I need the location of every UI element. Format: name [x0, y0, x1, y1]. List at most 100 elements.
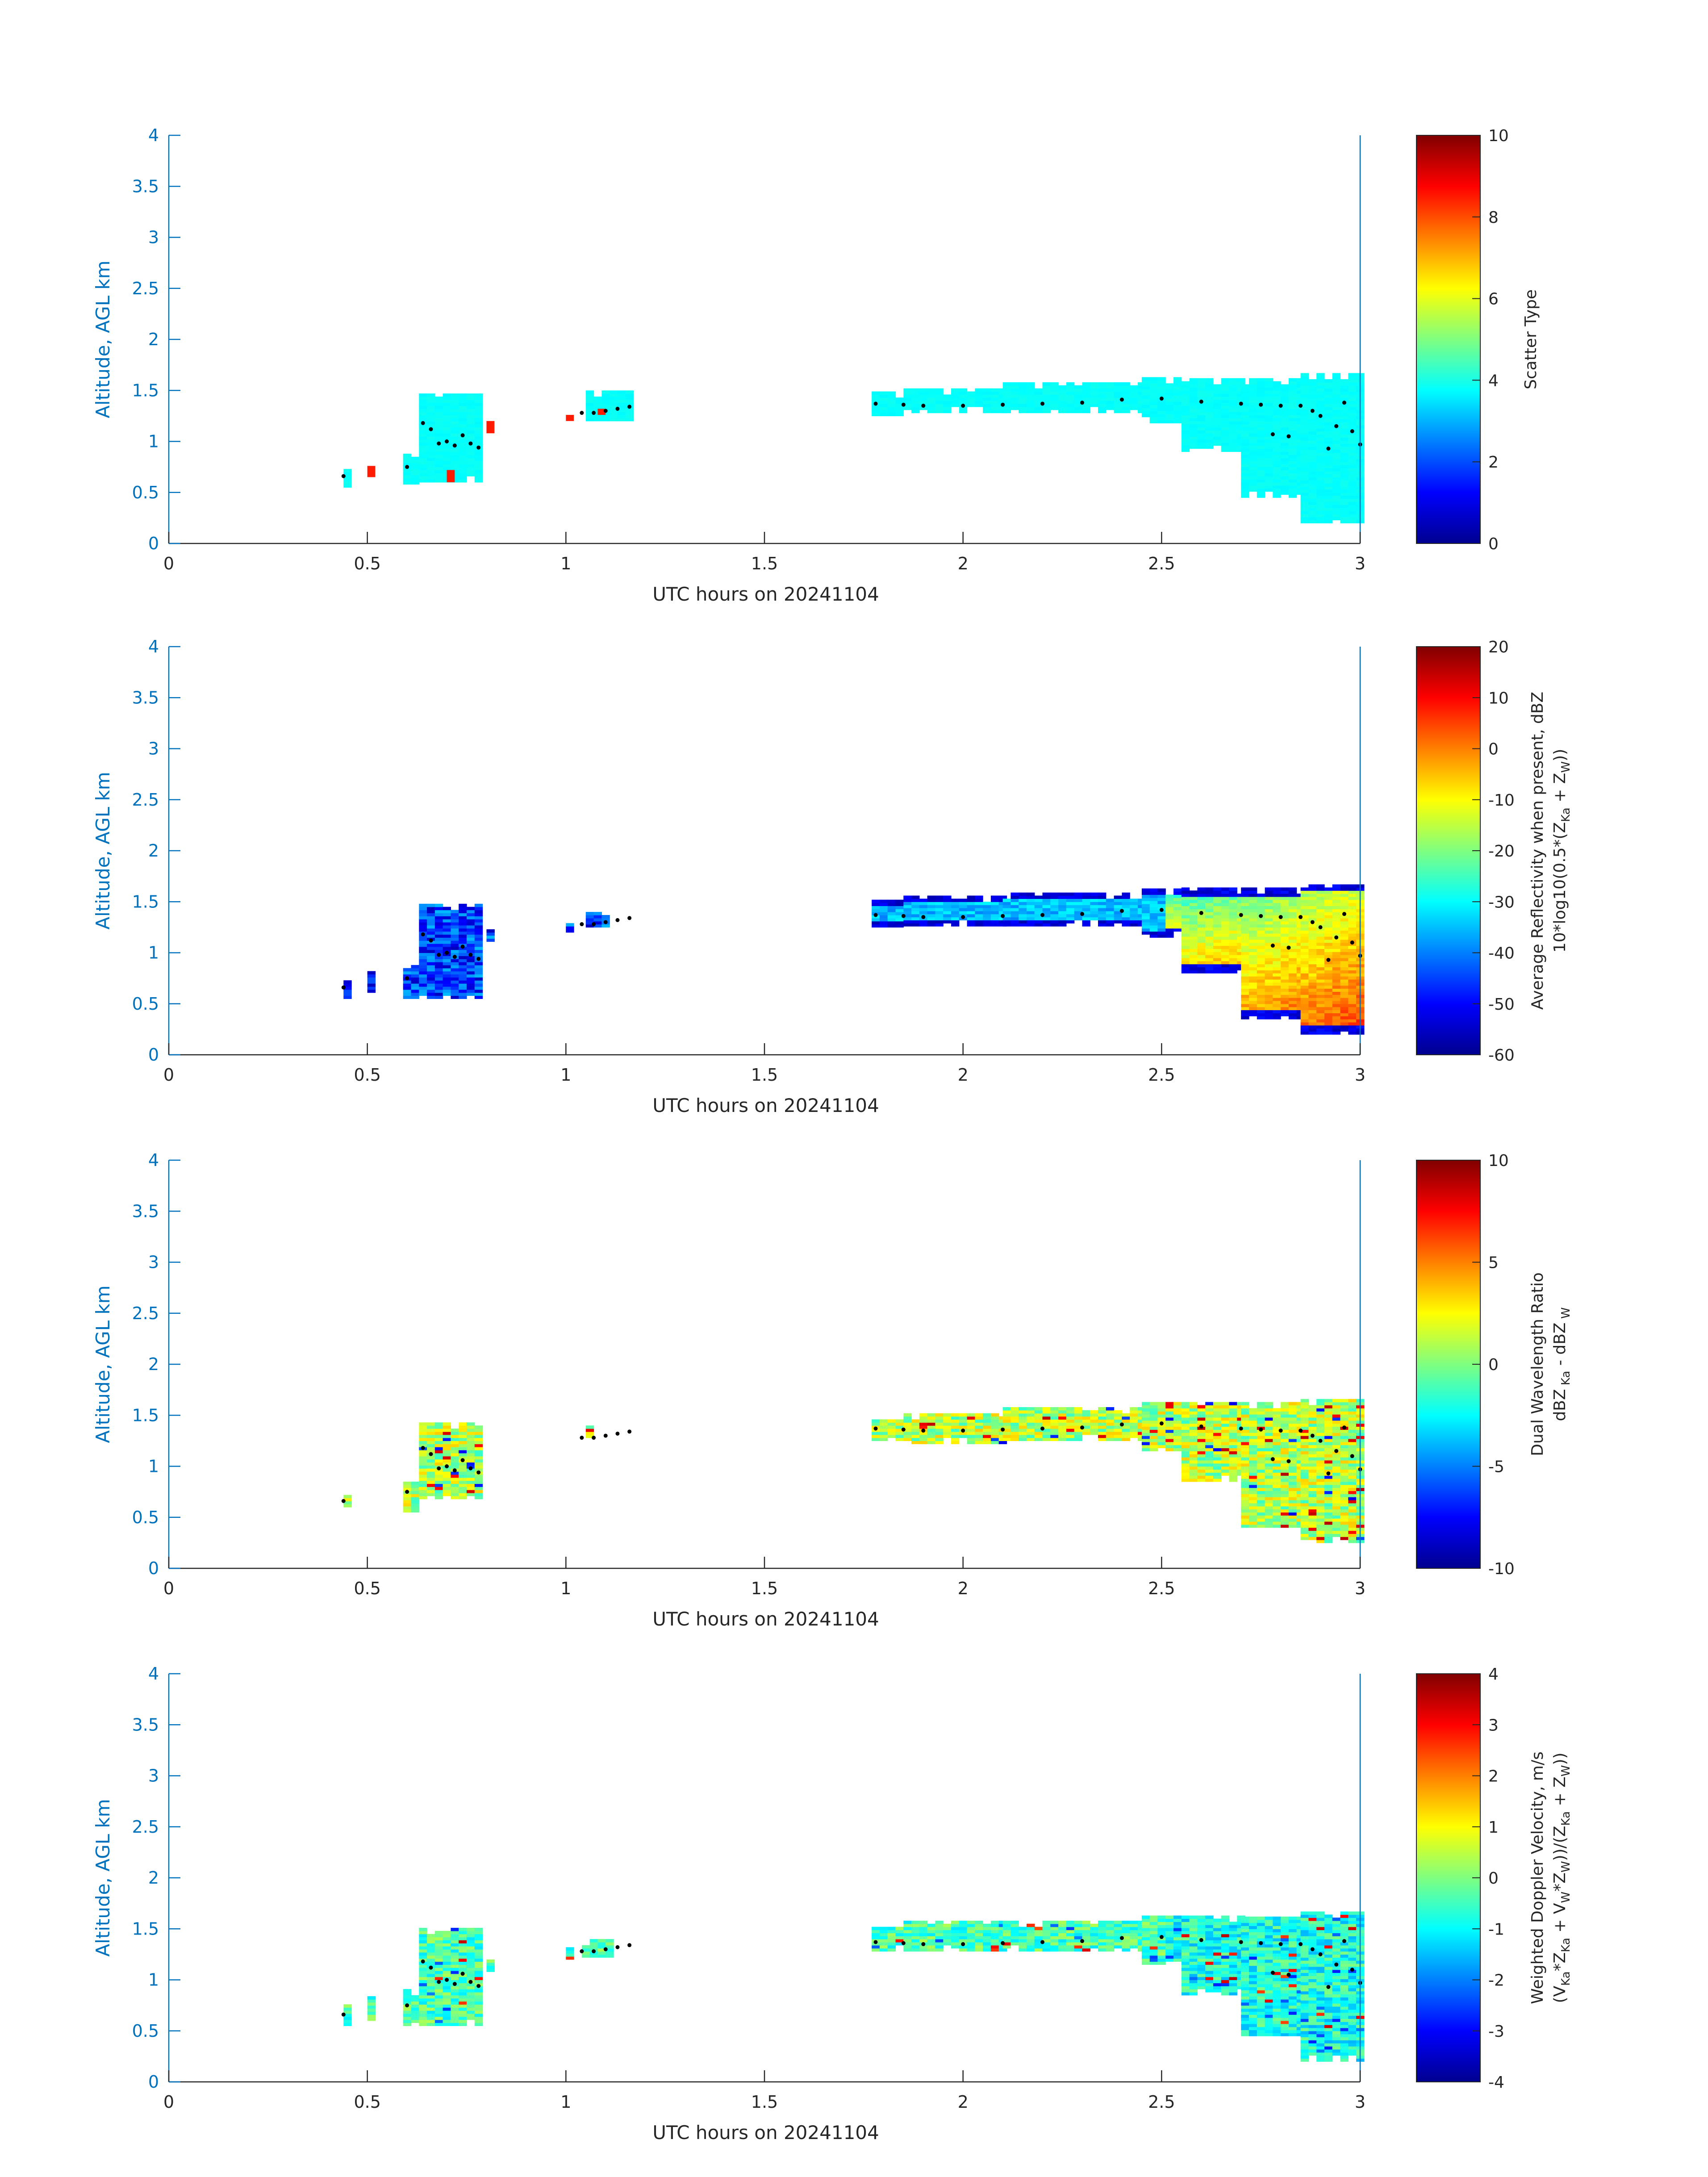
data-cell: [1316, 1463, 1325, 1467]
data-cell: [459, 1450, 467, 1454]
cloud-base-markers: [341, 908, 1362, 990]
data-cell: [467, 922, 475, 926]
data-cell: [474, 399, 483, 403]
data-cell: [1213, 887, 1222, 891]
data-cell: [1229, 393, 1237, 397]
data-cell: [1249, 1000, 1257, 1004]
data-cell: [474, 922, 483, 926]
data-cell: [419, 451, 427, 455]
data-cell: [1288, 890, 1297, 894]
y-tick-label: 2.5: [132, 279, 159, 298]
data-cell: [474, 433, 483, 437]
data-cell: [585, 1434, 594, 1438]
data-cell: [459, 402, 467, 406]
data-cell: [1257, 1435, 1265, 1439]
data-cell: [1034, 409, 1043, 414]
data-cell: [443, 436, 451, 440]
data-cell: [1106, 1429, 1115, 1432]
data-cell: [419, 1492, 427, 1496]
data-cell: [434, 460, 443, 464]
data-cell: [1265, 927, 1273, 931]
data-cell: [1229, 930, 1237, 934]
data-cell: [1027, 406, 1035, 410]
data-cell: [459, 458, 467, 461]
data-cell: [1324, 1506, 1333, 1510]
data-cell: [1273, 1000, 1281, 1004]
data-cell: [459, 418, 467, 422]
data-cell: [474, 470, 483, 473]
data-cell: [1273, 945, 1281, 949]
data-cell: [1332, 495, 1341, 499]
data-cell: [1197, 890, 1206, 894]
data-cell: [1229, 430, 1237, 434]
data-cell: [1308, 1463, 1317, 1467]
data-cell: [467, 946, 475, 950]
data-cell: [1340, 1518, 1349, 1522]
data-cell: [585, 409, 594, 412]
data-cell: [434, 922, 443, 926]
data-cell: [1340, 1530, 1349, 1534]
data-cell: [1149, 1438, 1158, 1442]
data-cell: [1324, 1019, 1333, 1023]
data-cell: [1257, 470, 1265, 473]
data-cell: [1257, 912, 1265, 915]
data-cell: [1281, 991, 1289, 995]
data-cell: [1106, 1416, 1115, 1420]
data-cell: [1173, 1433, 1182, 1436]
data-cell: [467, 439, 475, 443]
data-cell: [1308, 437, 1317, 441]
data-cell: [1189, 894, 1198, 897]
data-cell: [1229, 890, 1237, 894]
data-cell: [1281, 1466, 1289, 1470]
data-cell: [1090, 914, 1098, 918]
data-cell: [443, 968, 451, 972]
data-cell: [1288, 1469, 1297, 1473]
data-cell: [1114, 898, 1122, 902]
data-cell: [1257, 458, 1265, 461]
data-cell: [1050, 914, 1059, 918]
data-cell: [1316, 1518, 1325, 1522]
data-cell: [1221, 1429, 1230, 1433]
data-cell: [1273, 412, 1281, 415]
data-cell: [1042, 895, 1051, 899]
data-cell: [1181, 930, 1190, 934]
data-cell: [1181, 890, 1190, 894]
data-cell: [1189, 1426, 1198, 1430]
data-cell: [1122, 1434, 1130, 1438]
data-cell: [1257, 1402, 1265, 1405]
data-cell: [887, 401, 896, 404]
data-cell: [1324, 416, 1333, 419]
data-cell: [1281, 491, 1289, 495]
data-cell: [1173, 398, 1182, 402]
data-cell: [959, 409, 968, 414]
data-cell: [1229, 945, 1237, 949]
data-cell: [975, 401, 983, 404]
data-cell: [1066, 1437, 1075, 1441]
data-cell: [427, 464, 435, 468]
data-cell: [879, 918, 888, 922]
data-cell: [1288, 1000, 1297, 1004]
data-cell: [1300, 1399, 1309, 1403]
data-cell: [467, 1471, 475, 1475]
data-cell: [1019, 917, 1027, 920]
data-cell: [419, 418, 427, 422]
data-cell: [1332, 434, 1341, 438]
data-cell: [1011, 920, 1019, 923]
data-cell: [427, 393, 435, 397]
data-cell: [1265, 458, 1273, 461]
data-cell: [1082, 1429, 1090, 1432]
data-cell: [1288, 955, 1297, 958]
data-cell: [601, 397, 610, 400]
data-cell: [411, 974, 419, 978]
data-cell: [1316, 1491, 1325, 1494]
data-cell: [1066, 401, 1075, 404]
data-cell: [427, 1490, 435, 1493]
data-cell: [975, 1431, 983, 1435]
data-cell: [1273, 399, 1281, 403]
data-cell: [1288, 415, 1297, 418]
data-cell: [1114, 1416, 1122, 1420]
marker-point: [603, 409, 608, 413]
data-cell: [1002, 401, 1011, 404]
data-cell: [1281, 979, 1289, 983]
data-cell: [1281, 1500, 1289, 1504]
